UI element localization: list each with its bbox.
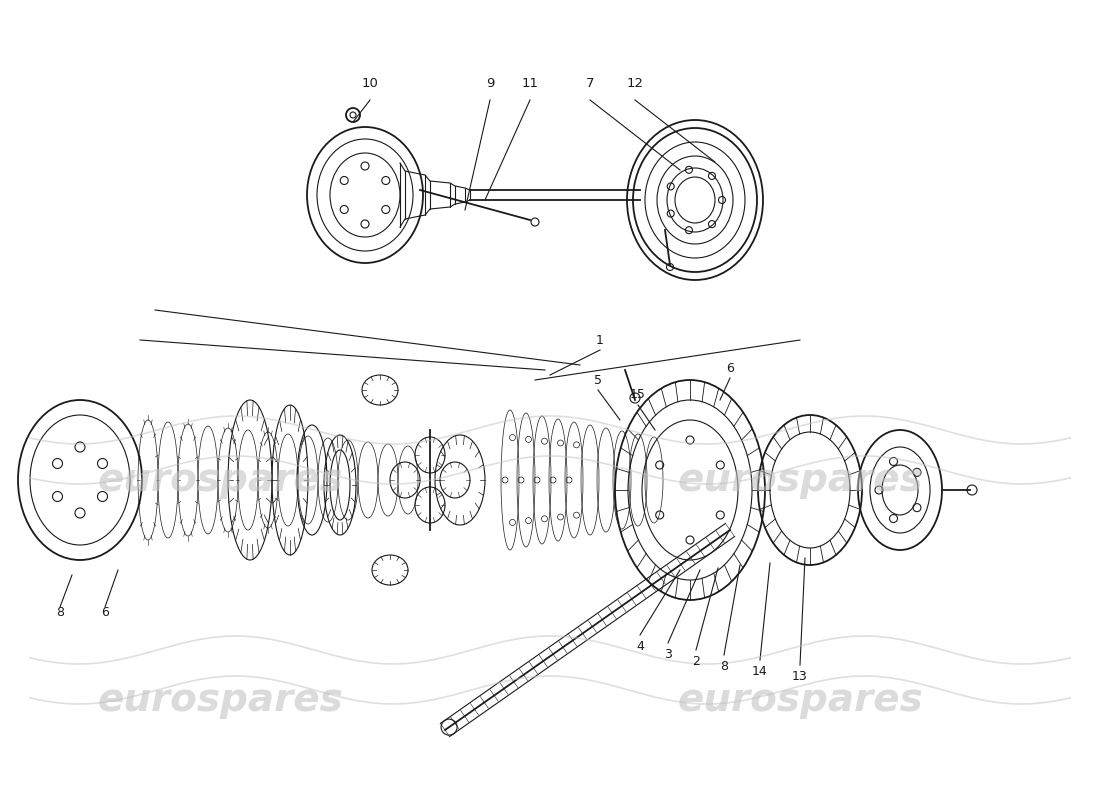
- Text: 6: 6: [101, 606, 109, 618]
- Text: 8: 8: [56, 606, 64, 618]
- Text: 3: 3: [664, 648, 672, 661]
- Text: 1: 1: [596, 334, 604, 346]
- Text: 4: 4: [636, 640, 644, 653]
- Text: eurospares: eurospares: [97, 681, 343, 719]
- Text: 5: 5: [594, 374, 602, 386]
- Text: 12: 12: [627, 77, 644, 90]
- Text: eurospares: eurospares: [678, 461, 923, 499]
- Text: 15: 15: [630, 389, 646, 402]
- Text: 11: 11: [521, 77, 539, 90]
- Text: 8: 8: [720, 660, 728, 673]
- Text: 2: 2: [692, 655, 700, 668]
- Text: 13: 13: [792, 670, 807, 683]
- Text: 9: 9: [486, 77, 494, 90]
- Text: 14: 14: [752, 665, 768, 678]
- Text: 7: 7: [585, 77, 594, 90]
- Text: 6: 6: [726, 362, 734, 374]
- Text: eurospares: eurospares: [678, 681, 923, 719]
- Text: 10: 10: [362, 77, 378, 90]
- Text: eurospares: eurospares: [97, 461, 343, 499]
